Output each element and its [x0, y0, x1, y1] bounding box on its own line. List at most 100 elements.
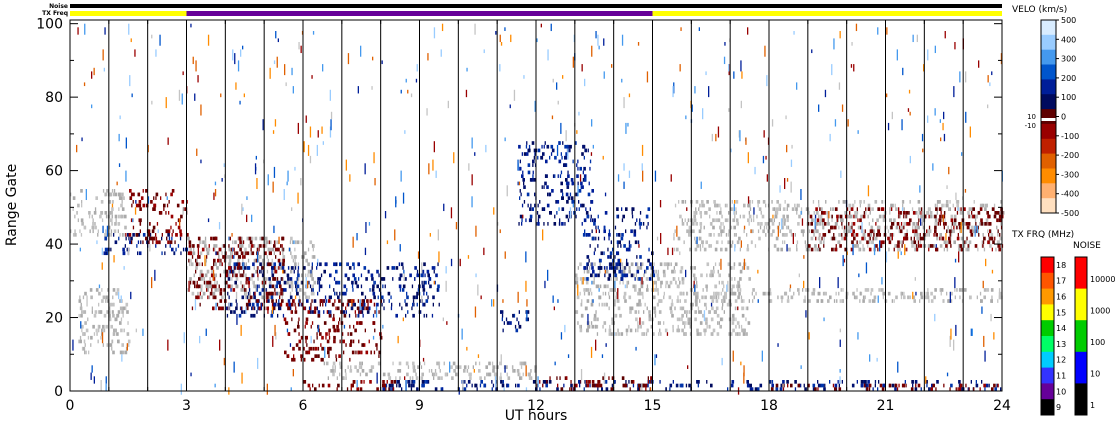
cell-ground	[878, 214, 882, 219]
cell-negative	[265, 280, 267, 285]
cell-ground	[859, 200, 862, 204]
cell-negative	[160, 196, 162, 200]
cell-scatter	[943, 133, 946, 142]
cell-ground	[835, 222, 838, 226]
cell-ground	[787, 225, 790, 230]
cell-ground	[834, 222, 837, 226]
cell-ground	[709, 214, 711, 219]
cell-scatter	[823, 317, 825, 322]
cell-negative	[331, 302, 335, 307]
cell-negative	[338, 299, 341, 303]
cell-negative	[586, 383, 590, 388]
cell-scatter	[625, 122, 627, 134]
cell-ground	[681, 222, 685, 226]
cell-negative	[167, 240, 169, 245]
cell-positive	[587, 192, 591, 197]
cell-scatter	[800, 211, 802, 215]
cell-ground	[221, 251, 223, 256]
cell-ground	[831, 207, 835, 211]
cell-ground	[97, 339, 99, 344]
cell-scatter	[81, 137, 83, 142]
cell-positive	[476, 387, 478, 391]
cell-ground	[107, 288, 109, 292]
cell-negative	[280, 291, 283, 296]
cell-positive	[528, 310, 530, 314]
cell-positive	[593, 222, 596, 226]
cell-ground	[717, 291, 720, 296]
x-axis-label: UT hours	[505, 408, 568, 424]
cell-negative	[208, 244, 210, 248]
cell-negative	[629, 387, 631, 391]
cell-ground	[816, 247, 819, 252]
cell-negative	[855, 233, 859, 237]
cell-ground	[822, 291, 826, 296]
cell-ground	[902, 203, 904, 208]
cell-ground	[722, 229, 725, 234]
velocity-tick-label: -200	[1061, 151, 1079, 160]
cell-ground	[206, 288, 209, 292]
cell-ground	[674, 269, 676, 274]
cell-ground	[670, 262, 672, 267]
cell-ground	[980, 299, 983, 303]
cell-negative	[368, 339, 370, 344]
cell-scatter	[754, 166, 756, 175]
cell-negative	[292, 357, 296, 362]
cell-ground	[735, 332, 737, 336]
cell-ground	[889, 236, 892, 241]
cell-positive	[530, 203, 532, 208]
cell-ground	[660, 280, 663, 285]
cell-positive	[260, 269, 262, 274]
cell-ground	[1000, 200, 1002, 204]
cell-positive	[516, 317, 518, 322]
cell-ground	[271, 247, 274, 252]
cell-ground	[92, 229, 94, 234]
cell-negative	[195, 269, 197, 274]
cell-positive	[295, 288, 298, 292]
cell-scatter	[847, 119, 849, 127]
cell-negative	[633, 380, 635, 384]
cell-ground	[698, 207, 700, 211]
cell-ground	[595, 284, 597, 289]
cell-ground	[628, 266, 630, 270]
cell-ground	[953, 214, 957, 219]
cell-ground	[94, 225, 97, 230]
cell-ground	[727, 240, 729, 245]
cell-ground	[636, 266, 640, 270]
cell-ground	[513, 369, 516, 373]
cell-ground	[843, 229, 845, 234]
cell-negative	[932, 383, 935, 388]
cell-positive	[334, 291, 336, 296]
cell-ground	[213, 244, 216, 248]
cell-positive	[513, 313, 516, 318]
cell-scatter	[375, 306, 378, 318]
cell-ground	[98, 310, 100, 314]
cell-ground	[695, 222, 698, 226]
cell-positive	[578, 207, 580, 211]
cell-positive	[344, 273, 348, 278]
cell-positive	[287, 266, 290, 270]
cell-ground	[688, 233, 690, 237]
cell-negative	[570, 380, 572, 384]
cell-ground	[698, 236, 702, 241]
cell-ground	[669, 306, 673, 311]
cell-positive	[396, 380, 398, 384]
cell-scatter	[246, 196, 248, 200]
cell-ground	[615, 313, 617, 318]
cell-ground	[817, 291, 821, 296]
cell-scatter	[542, 229, 544, 241]
cell-negative	[303, 380, 307, 384]
cell-scatter	[969, 126, 971, 138]
cell-positive	[254, 306, 256, 311]
cell-positive	[635, 262, 637, 267]
cell-positive	[606, 266, 608, 270]
cell-negative	[223, 255, 225, 259]
cell-negative	[337, 383, 340, 388]
cell-negative	[218, 306, 220, 311]
cell-positive	[236, 302, 238, 307]
cell-positive	[243, 266, 247, 270]
cell-scatter	[781, 218, 783, 230]
cell-scatter	[167, 137, 169, 145]
cell-positive	[412, 380, 416, 384]
cell-positive	[583, 218, 587, 223]
cell-scatter	[485, 144, 487, 153]
